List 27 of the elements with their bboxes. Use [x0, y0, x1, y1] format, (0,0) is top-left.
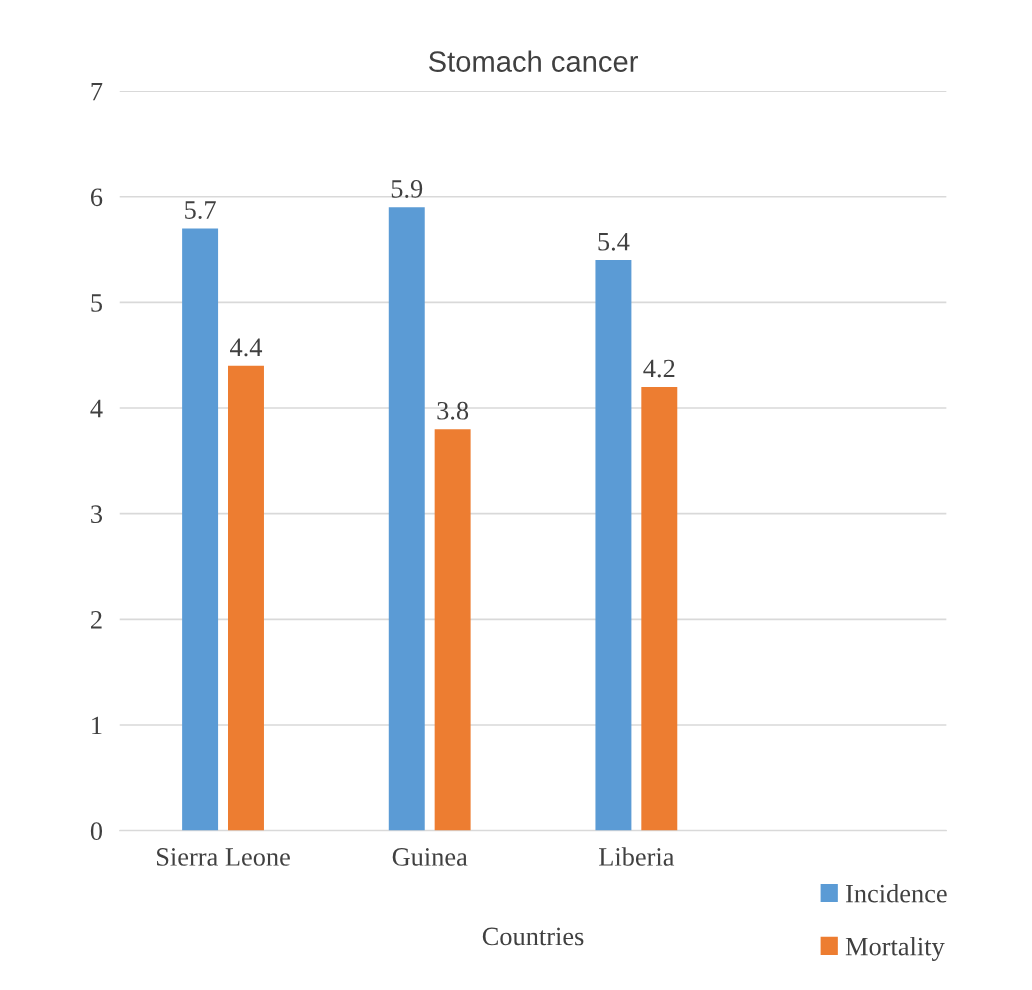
x-axis-title: Countries — [482, 927, 584, 946]
data-label: 5.9 — [391, 180, 423, 198]
data-label: 5.4 — [598, 232, 630, 251]
y-tick-label: 7 — [91, 82, 103, 101]
y-tick-label: 0 — [90, 822, 103, 841]
bar — [182, 228, 219, 831]
y-tick-label: 6 — [90, 188, 103, 207]
y-tick-label: 5 — [91, 294, 103, 312]
bar — [595, 260, 632, 831]
chart-title: Stomach cancer — [428, 50, 638, 72]
legend-label: Incidence — [846, 883, 947, 903]
data-label: 5.7 — [185, 201, 216, 220]
data-label: 4.2 — [643, 359, 675, 378]
y-tick-label: 3 — [91, 505, 103, 524]
y-tick-label: 2 — [91, 611, 102, 629]
x-tick-label: Liberia — [599, 847, 675, 866]
bar — [228, 365, 264, 831]
y-tick-label: 1 — [92, 716, 102, 735]
bar — [641, 386, 678, 831]
data-label: 4.4 — [230, 338, 263, 357]
bar — [434, 429, 471, 831]
data-label: 3.8 — [437, 401, 469, 420]
x-tick-label: Sierra Leone — [157, 848, 290, 866]
bar — [388, 207, 425, 831]
x-tick-label: Guinea — [392, 848, 468, 866]
y-tick-label: 4 — [90, 399, 103, 418]
legend-label: Mortality — [845, 936, 945, 961]
